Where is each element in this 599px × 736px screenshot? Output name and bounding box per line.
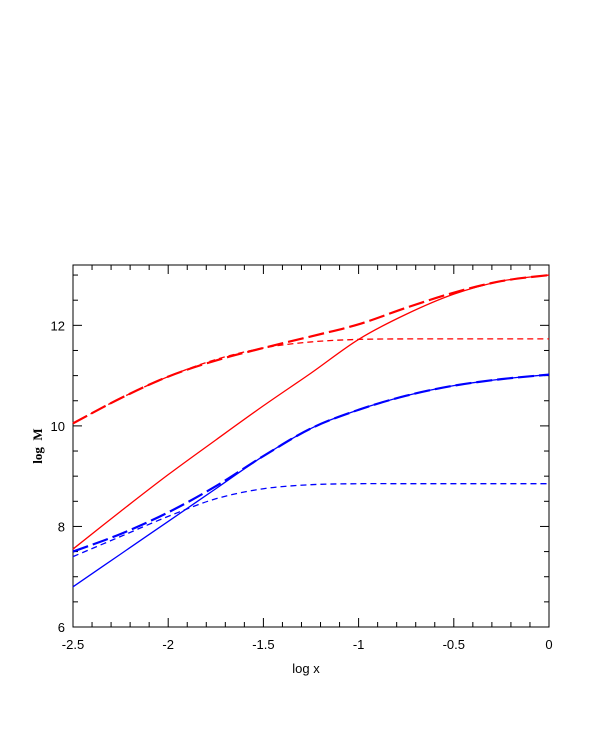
x-tick-label: -1.5 bbox=[252, 637, 274, 652]
plot-frame bbox=[72, 264, 550, 628]
ticks bbox=[72, 265, 550, 628]
series-line bbox=[72, 482, 549, 558]
tick-labels: -2.5 -2 -1.5 -1 -0.5 0 6 8 10 12 bbox=[51, 318, 553, 652]
x-tick-label: -2 bbox=[162, 637, 174, 652]
series-line bbox=[72, 274, 550, 550]
x-tick-label: 0 bbox=[545, 637, 552, 652]
x-tick-label: -0.5 bbox=[443, 637, 465, 652]
series-lines bbox=[72, 273, 550, 588]
series-line bbox=[72, 273, 550, 425]
series-line bbox=[72, 373, 550, 553]
y-tick-label: 8 bbox=[58, 519, 65, 534]
x-tick-label: -2.5 bbox=[62, 637, 84, 652]
y-tick-label: 12 bbox=[51, 318, 65, 333]
series-line bbox=[72, 373, 550, 588]
y-tick-label: 6 bbox=[58, 620, 65, 635]
x-tick-label: -1 bbox=[353, 637, 365, 652]
x-axis-label: log x bbox=[292, 661, 320, 676]
y-axis-label: log M bbox=[30, 428, 45, 463]
series-line bbox=[72, 338, 549, 424]
y-tick-label: 10 bbox=[51, 419, 65, 434]
